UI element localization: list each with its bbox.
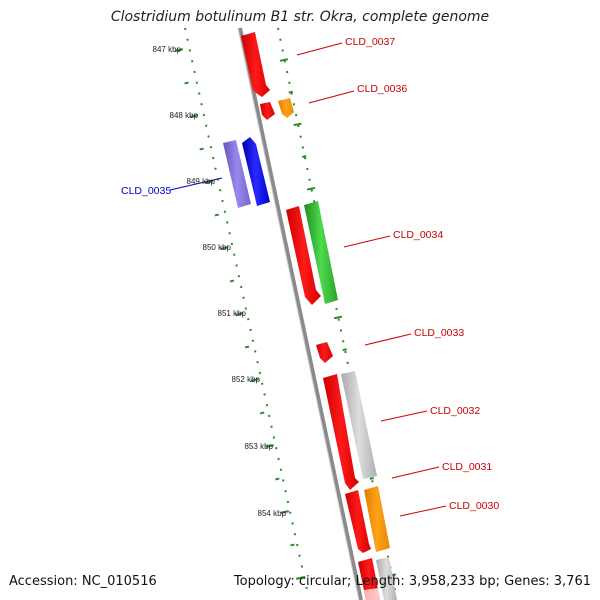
outer-tick-major [279,58,289,62]
outer-tick-minor [288,90,293,94]
inner-tick-major [174,48,184,52]
inner-tick-major [220,246,229,250]
tick-label-851: 851 kbp [218,309,247,318]
genome-backbone-highlight [237,27,360,600]
inner-ruler-track [184,27,308,591]
inner-tick-minor [260,411,265,415]
gene-arrow-cld-0035[interactable] [242,137,270,206]
gene-arrow-cld-0030-red[interactable] [345,490,371,553]
inner-tick-major [235,312,244,316]
label-line-cld-0035 [169,177,223,191]
gene-label-cld-0031[interactable]: CLD_0031 [442,461,492,473]
gene-arrow-cld-0030[interactable] [364,486,390,552]
gene-label-cld-0032[interactable]: CLD_0032 [430,405,480,417]
gene-arrow-bottom-gray[interactable] [376,557,397,600]
tick-label-854: 854 kbp [258,509,287,518]
gene-arrow-bottom-pink[interactable] [364,588,380,600]
outer-tick-major [333,315,343,320]
gene-arrow-cld-0035-purple[interactable] [223,140,251,208]
gene-arrow-cld-0036[interactable] [278,98,294,118]
inner-tick-major [295,576,305,580]
gene-label-cld-0037[interactable]: CLD_0037 [345,36,395,48]
inner-tick-marks [174,48,305,580]
outer-tick-minor [302,155,307,158]
label-line-cld-0037 [296,42,343,56]
gene-arrow-cld-0037[interactable] [241,32,270,97]
genome-backbone [238,27,363,600]
inner-tick-major [280,510,289,514]
gene-arrow-cld-0032[interactable] [341,371,377,479]
inner-tick-major [265,444,274,448]
outer-tick-minor [369,477,374,480]
tick-label-853: 853 kbp [245,442,274,451]
tick-label-848: 848 kbp [170,111,199,120]
outer-tick-minor [342,348,347,352]
inner-tick-major [205,180,214,184]
tick-label-849: 849 kbp [187,177,216,186]
gene-label-cld-0035[interactable]: CLD_0035 [121,185,171,197]
gene-label-cld-0030[interactable]: CLD_0030 [449,500,499,512]
gene-label-cld-0034[interactable]: CLD_0034 [393,229,443,241]
outer-tick-major [306,186,316,191]
outer-ruler-track [277,27,396,591]
gene-arrow-cld-0033[interactable] [316,342,333,363]
gene-arrow-cld-0036-red[interactable] [260,102,275,120]
tick-label-847: 847 kbp [153,45,182,54]
inner-tick-minor [214,213,219,217]
label-line-cld-0034 [343,235,391,248]
gene-arrow-cld-0031[interactable] [323,374,359,490]
gene-arrow-cld-0034-red[interactable] [286,206,321,305]
inner-tick-minor [184,81,189,85]
label-line-cld-0033 [364,333,412,346]
inner-tick-minor [229,279,235,283]
label-line-cld-0031 [391,466,440,479]
inner-tick-minor [199,147,204,151]
label-line-cld-0030 [399,505,447,517]
gene-label-cld-0033[interactable]: CLD_0033 [414,327,464,339]
inner-tick-minor [275,477,280,481]
accession-text: Accession: NC_010516 [9,574,157,589]
inner-tick-minor [290,543,295,547]
inner-tick-major [250,378,259,382]
outer-tick-major [293,122,302,127]
label-line-cld-0036 [308,90,355,104]
gene-arrow-cld-0034[interactable] [304,201,338,304]
label-line-cld-0032 [380,410,428,422]
gene-label-cld-0036[interactable]: CLD_0036 [357,83,407,95]
tick-label-852: 852 kbp [232,375,261,384]
tick-label-850: 850 kbp [203,243,232,252]
genome-summary-text: Topology: circular; Length: 3,958,233 bp… [233,574,591,589]
genome-title: Clostridium botulinum B1 str. Okra, comp… [110,9,490,25]
inner-tick-minor [244,345,250,349]
inner-tick-major [190,114,199,118]
